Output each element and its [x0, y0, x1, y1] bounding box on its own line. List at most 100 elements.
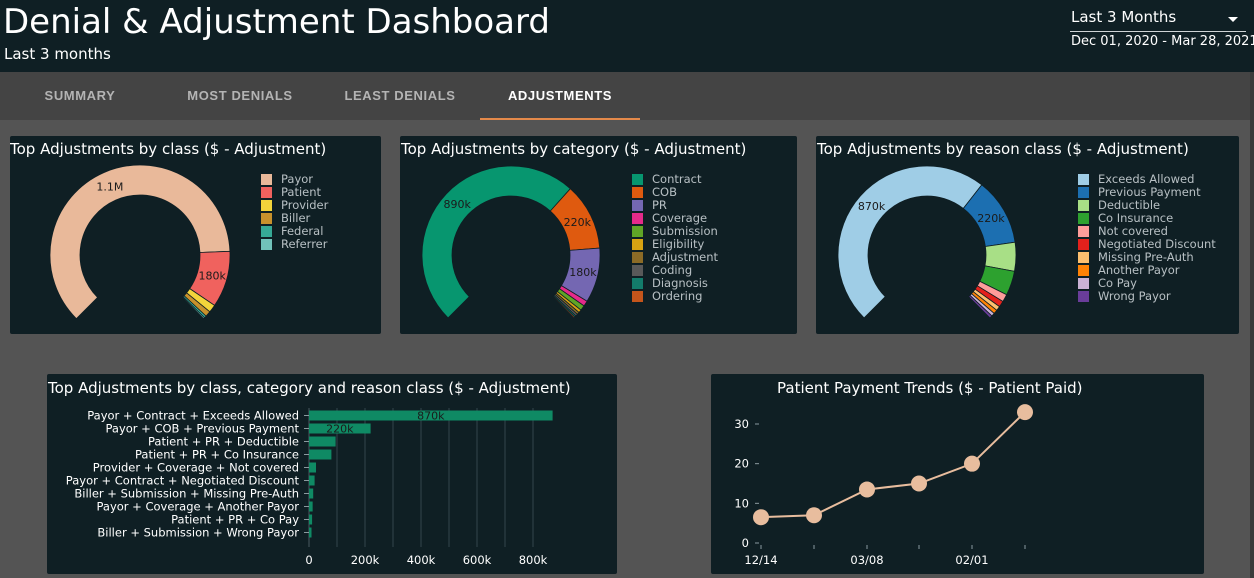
legend-item-not-covered[interactable]: Not covered: [1078, 225, 1216, 238]
y-tick-label: 10: [734, 496, 749, 510]
panel-title: Top Adjustments by class ($ - Adjustment…: [10, 140, 327, 158]
category-label: Biller + Submission + Wrong Payor: [97, 526, 299, 540]
donut-chart-category: 890k 220k 180k: [421, 165, 601, 319]
data-point[interactable]: [964, 455, 980, 472]
legend-item-co-pay[interactable]: Co Pay: [1078, 277, 1216, 290]
donut-chart-class: 1.1M 180k: [49, 164, 231, 320]
donut-slice-exceeds-allowed[interactable]: [837, 165, 983, 319]
legend-swatch: [632, 213, 643, 224]
data-label: 890k: [444, 198, 472, 211]
legend-item-exceeds-allowed[interactable]: Exceeds Allowed: [1078, 173, 1216, 186]
scrollbar[interactable]: [1250, 72, 1254, 578]
legend-item-contract[interactable]: Contract: [632, 173, 718, 186]
bar-payor-coverage-another-payor[interactable]: [309, 501, 313, 512]
legend-swatch: [261, 174, 272, 185]
date-range-select-value: Last 3 Months: [1071, 8, 1177, 26]
legend-label: PR: [652, 198, 667, 212]
data-label: 180k: [198, 269, 226, 282]
donut-slice-contract[interactable]: [421, 165, 571, 319]
bar-payor-contract-negotiated-discount[interactable]: [309, 475, 315, 486]
legend-label: Patient: [281, 185, 322, 199]
panel-adjustments-by-reason-class: Top Adjustments by reason class ($ - Adj…: [816, 136, 1239, 334]
donut-slice-payor[interactable]: [49, 164, 231, 320]
legend-label: Not covered: [1098, 224, 1168, 238]
date-range-text: Dec 01, 2020 - Mar 28, 2021: [1071, 34, 1254, 49]
data-label: 870k: [858, 200, 886, 213]
legend-item-wrong-payor[interactable]: Wrong Payor: [1078, 290, 1216, 303]
legend-label: Missing Pre-Auth: [1098, 250, 1194, 264]
legend-swatch: [1078, 252, 1089, 263]
legend-item-referrer[interactable]: Referrer: [261, 238, 328, 251]
legend-label: Another Payor: [1098, 263, 1180, 277]
tab-least-denials[interactable]: LEAST DENIALS: [344, 88, 456, 103]
bar-payor-cob-previous-payment[interactable]: [309, 423, 371, 434]
donut-slice-ordering[interactable]: [552, 295, 576, 319]
legend-item-negotiated-discount[interactable]: Negotiated Discount: [1078, 238, 1216, 251]
category-label: Biller + Submission + Missing Pre-Auth: [74, 487, 299, 501]
x-tick-label: 12/14: [744, 553, 777, 567]
x-tick-label: 0: [305, 553, 312, 567]
page-title: Denial & Adjustment Dashboard: [3, 2, 550, 42]
legend-swatch: [632, 265, 643, 276]
donut-slice-wrong-payor[interactable]: [968, 294, 993, 319]
legend-item-coding[interactable]: Coding: [632, 264, 718, 277]
app-header: Denial & Adjustment Dashboard Last 3 mon…: [0, 0, 1254, 72]
legend-swatch: [632, 200, 643, 211]
chart-legend: Payor Patient Provider Biller Federal Referre…: [261, 173, 328, 251]
legend-item-ordering[interactable]: Ordering: [632, 290, 718, 303]
data-point[interactable]: [1017, 404, 1033, 421]
category-label: Patient + PR + Deductible: [148, 435, 299, 449]
data-point[interactable]: [753, 509, 769, 526]
legend-item-payor[interactable]: Payor: [261, 173, 328, 186]
legend-label: Contract: [652, 172, 702, 186]
donut-slice-referrer[interactable]: [181, 296, 206, 320]
legend-item-previous-payment[interactable]: Previous Payment: [1078, 186, 1216, 199]
data-label: 220k: [564, 216, 592, 229]
legend-label: Payor: [281, 172, 314, 186]
legend-swatch: [1078, 265, 1089, 276]
tab-most-denials[interactable]: MOST DENIALS: [187, 88, 293, 103]
data-point[interactable]: [859, 481, 875, 498]
legend-item-federal[interactable]: Federal: [261, 225, 328, 238]
legend-item-diagnosis[interactable]: Diagnosis: [632, 277, 718, 290]
legend-item-cob[interactable]: COB: [632, 186, 718, 199]
legend-swatch: [1078, 291, 1089, 302]
bar-biller-submission-missing-pre-auth[interactable]: [309, 488, 314, 499]
legend-item-biller[interactable]: Biller: [261, 212, 328, 225]
legend-label: Provider: [281, 198, 329, 212]
panel-patient-payment-trends: Patient Payment Trends ($ - Patient Paid…: [711, 374, 1204, 574]
legend-item-adjustment[interactable]: Adjustment: [632, 251, 718, 264]
bar-provider-coverage-not-covered[interactable]: [309, 462, 316, 473]
data-point[interactable]: [911, 475, 927, 492]
legend-swatch: [1078, 187, 1089, 198]
legend-swatch: [1078, 213, 1089, 224]
x-tick-label: 800k: [519, 553, 548, 567]
date-range-select[interactable]: Last 3 Months: [1070, 4, 1246, 32]
tab-bar: SUMMARY MOST DENIALS LEAST DENIALS ADJUS…: [0, 72, 1250, 120]
bar-patient-pr-co-insurance[interactable]: [309, 449, 332, 460]
legend-item-patient[interactable]: Patient: [261, 186, 328, 199]
legend-label: Deductible: [1098, 198, 1161, 212]
legend-item-submission[interactable]: Submission: [632, 225, 718, 238]
bar-payor-contract-exceeds-allowed[interactable]: [309, 410, 553, 421]
legend-item-another-payor[interactable]: Another Payor: [1078, 264, 1216, 277]
legend-item-eligibility[interactable]: Eligibility: [632, 238, 718, 251]
legend-item-provider[interactable]: Provider: [261, 199, 328, 212]
chevron-down-icon[interactable]: [1228, 17, 1238, 22]
legend-item-co-insurance[interactable]: Co Insurance: [1078, 212, 1216, 225]
bar-patient-pr-co-pay[interactable]: [309, 514, 313, 525]
legend-swatch: [261, 200, 272, 211]
legend-label: Biller: [281, 211, 311, 225]
bar-biller-submission-wrong-payor[interactable]: [309, 527, 312, 538]
legend-item-coverage[interactable]: Coverage: [632, 212, 718, 225]
panel-title: Top Adjustments by category ($ - Adjustm…: [401, 140, 747, 158]
data-point[interactable]: [806, 507, 822, 524]
bar-chart-combined: Payor + Contract + Exceeds Allowed 870k Pa…: [66, 408, 553, 567]
legend-item-deductible[interactable]: Deductible: [1078, 199, 1216, 212]
tab-summary[interactable]: SUMMARY: [44, 88, 116, 103]
tab-adjustments[interactable]: ADJUSTMENTS: [480, 72, 640, 120]
legend-item-pr[interactable]: PR: [632, 199, 718, 212]
legend-swatch: [1078, 226, 1089, 237]
bar-patient-pr-deductible[interactable]: [309, 436, 336, 447]
legend-item-missing-pre-auth[interactable]: Missing Pre-Auth: [1078, 251, 1216, 264]
